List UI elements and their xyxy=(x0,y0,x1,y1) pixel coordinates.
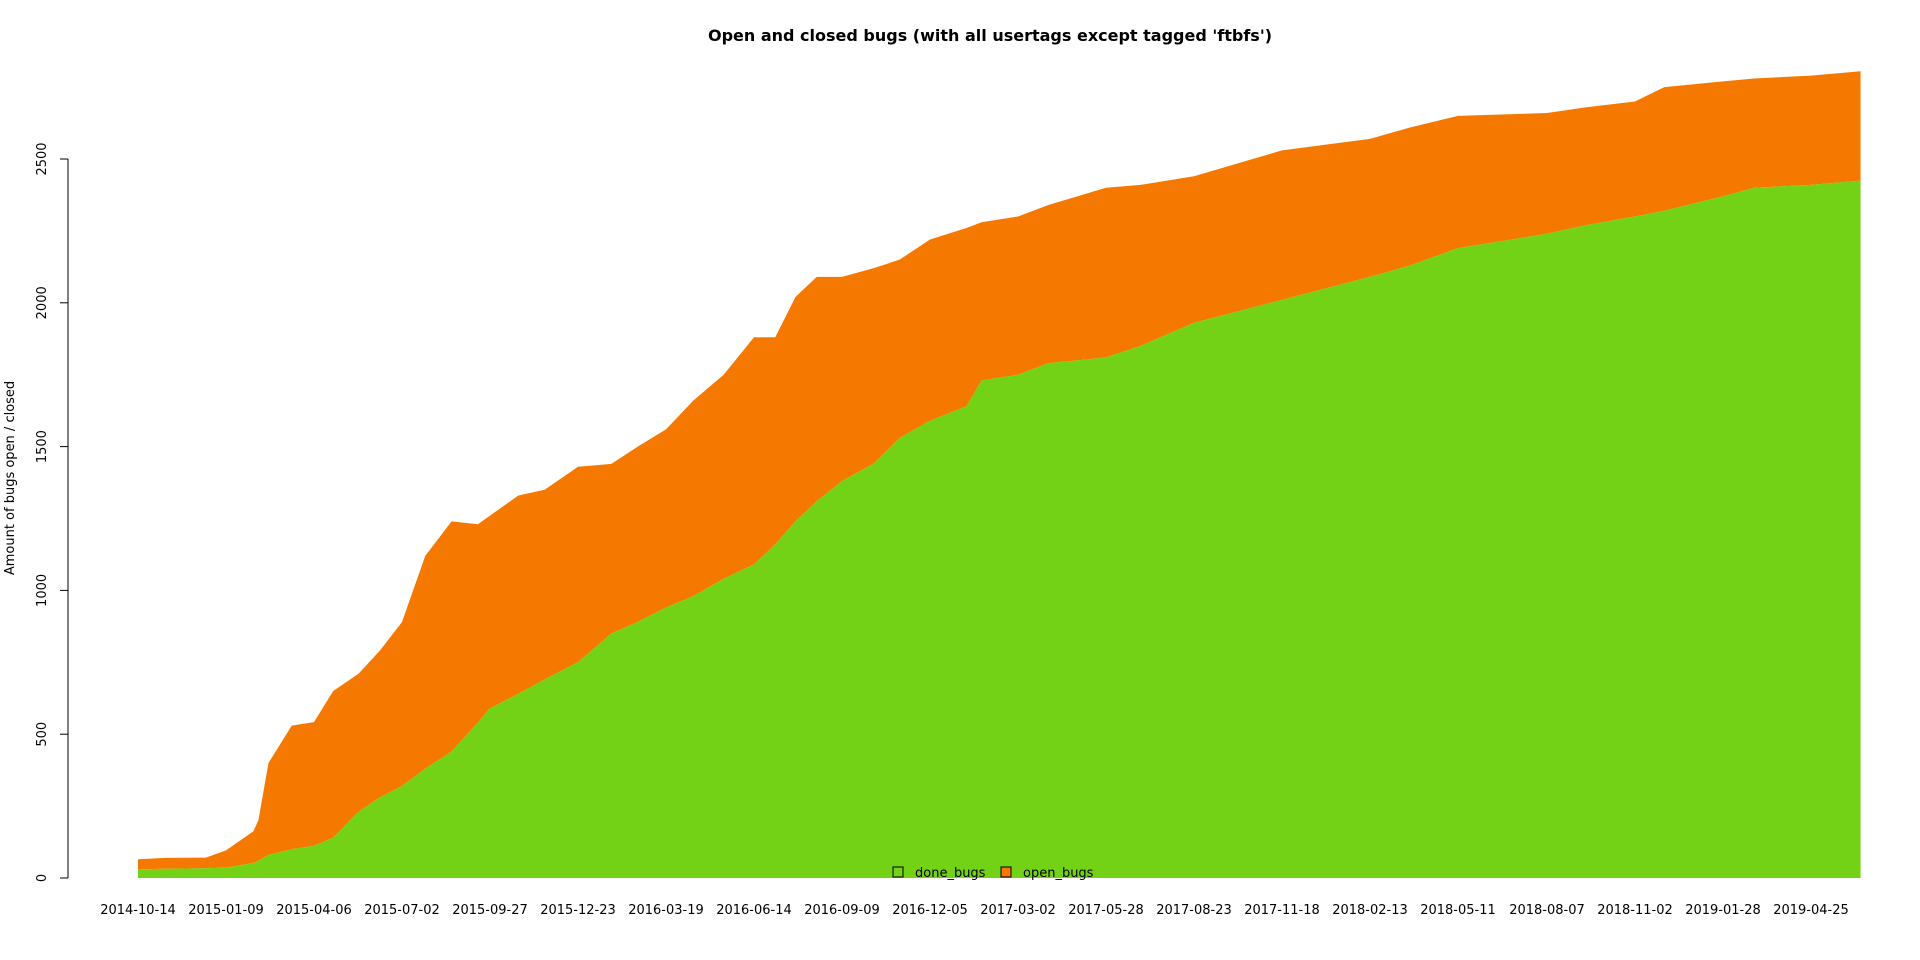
x-tick-label: 2019-04-25 xyxy=(1773,903,1849,918)
y-axis: 0 500 1000 1500 2000 2500 xyxy=(35,142,69,882)
y-tick-label: 1000 xyxy=(35,574,50,607)
x-tick-label: 2016-12-05 xyxy=(892,903,968,918)
legend-swatch-done-bugs xyxy=(892,866,904,878)
y-tick-label: 2500 xyxy=(35,142,50,175)
y-tick-label: 0 xyxy=(35,874,50,882)
series-area-open-bugs xyxy=(138,71,1861,870)
x-tick-label: 2018-08-07 xyxy=(1509,903,1585,918)
x-tick-label: 2018-02-13 xyxy=(1332,903,1408,918)
x-tick-label: 2014-10-14 xyxy=(100,903,176,918)
x-tick-label: 2015-04-06 xyxy=(276,903,352,918)
y-tick-label: 2000 xyxy=(35,286,50,319)
x-tick-label: 2016-03-19 xyxy=(628,903,704,918)
chart-title: Open and closed bugs (with all usertags … xyxy=(708,26,1272,45)
series-area-done-bugs xyxy=(138,180,1861,878)
x-axis: 2014-10-14 2015-01-09 2015-04-06 2015-07-02… xyxy=(100,903,1849,918)
x-tick-label: 2015-07-02 xyxy=(364,903,440,918)
legend: done_bugs open_bugs xyxy=(892,866,1094,881)
x-tick-label: 2017-11-18 xyxy=(1244,903,1320,918)
x-tick-label: 2017-05-28 xyxy=(1068,903,1144,918)
x-tick-label: 2019-01-28 xyxy=(1685,903,1761,918)
x-tick-label: 2016-06-14 xyxy=(716,903,792,918)
x-tick-label: 2015-01-09 xyxy=(188,903,264,918)
x-tick-label: 2017-03-02 xyxy=(980,903,1056,918)
x-tick-label: 2018-11-02 xyxy=(1597,903,1673,918)
plot-area xyxy=(138,71,1861,878)
x-tick-label: 2015-09-27 xyxy=(452,903,528,918)
y-tick-label: 1500 xyxy=(35,430,50,463)
y-tick-label: 500 xyxy=(35,722,50,747)
legend-label-done-bugs: done_bugs xyxy=(915,866,986,881)
legend-label-open-bugs: open_bugs xyxy=(1023,866,1094,881)
x-tick-label: 2017-08-23 xyxy=(1156,903,1232,918)
x-tick-label: 2016-09-09 xyxy=(804,903,880,918)
legend-swatch-open-bugs xyxy=(1000,866,1012,878)
x-tick-label: 2015-12-23 xyxy=(540,903,616,918)
x-tick-label: 2018-05-11 xyxy=(1420,903,1496,918)
y-axis-label: Amount of bugs open / closed xyxy=(3,381,18,575)
